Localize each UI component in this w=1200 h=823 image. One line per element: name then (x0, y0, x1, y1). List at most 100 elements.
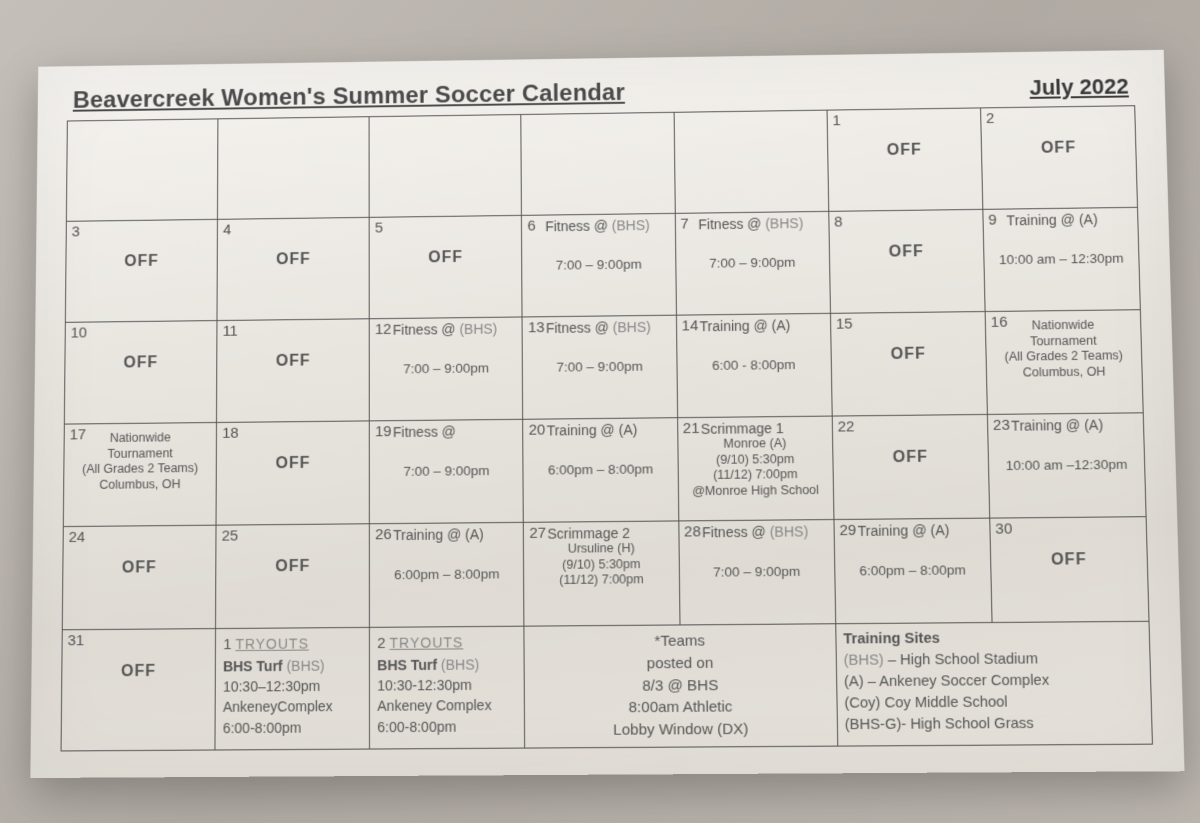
calendar-grid: 1OFF2OFF3OFF4OFF5OFF6Fitness @ (BHS)7:00… (61, 105, 1153, 751)
calendar-week-row: 3OFF4OFF5OFF6Fitness @ (BHS)7:00 – 9:00p… (65, 207, 1140, 322)
calendar-day-cell: 11OFF (217, 318, 370, 422)
off-label: OFF (222, 322, 364, 371)
footer-cell-teams-posted: *Teams posted on 8/3 @ BHS 8:00am Athlet… (524, 623, 837, 747)
event-site: (BHS) (609, 319, 651, 335)
day-number: 5 (375, 219, 383, 236)
day-number: 27 (529, 524, 546, 541)
off-label: OFF (70, 324, 211, 373)
event-line: Ursuline (H) (529, 540, 673, 557)
event-title: Training @ (A) (1011, 416, 1138, 433)
site-code: (BHS) (844, 652, 884, 669)
day-number: 11 (222, 322, 237, 339)
day-number: 30 (995, 520, 1012, 537)
calendar-day-cell: 25OFF (216, 523, 370, 628)
day-number: 15 (836, 315, 853, 332)
day-number: 14 (682, 317, 699, 334)
day-number: 28 (684, 523, 701, 540)
calendar-day-cell: 10OFF (64, 320, 217, 424)
event-time: 7:00 – 9:00pm (684, 539, 829, 580)
tryouts-label: TRYOUTS (389, 634, 463, 651)
teams-line: posted on (647, 654, 714, 672)
event-time: 6:00pm – 8:00pm (375, 542, 518, 582)
event-time: 6:00pm – 8:00pm (840, 537, 986, 578)
calendar-footer-row: 31 OFF 1 TRYOUTS BHS Turf (BHS) 10:30–12… (61, 621, 1152, 750)
calendar-day-cell: 22OFF (832, 414, 990, 519)
tryout-site-code: (BHS) (286, 657, 324, 673)
calendar-week-row: 17NationwideTournament(All Grades 2 Team… (63, 412, 1146, 526)
tryout-site: BHS Turf (377, 656, 437, 673)
day-number: 12 (375, 321, 392, 338)
teams-line: Lobby Window (DX) (613, 720, 748, 738)
calendar-title: Beavercreek Women's Summer Soccer Calend… (73, 79, 625, 114)
tryout-site-code: (BHS) (441, 656, 479, 672)
calendar-day-cell: 19Fitness @7:00 – 9:00pm (370, 419, 524, 523)
event-line: @Monroe High School (683, 482, 827, 499)
calendar-day-cell: 20Training @ (A)6:00pm – 8:00pm (523, 417, 678, 522)
calendar-day-cell: 3OFF (65, 219, 217, 322)
event-time: 10:00 am –12:30pm (993, 432, 1139, 473)
day-number: 6 (527, 217, 535, 234)
event-line: (11/12) 7:00pm (530, 572, 674, 589)
event-line: Nationwide (70, 426, 212, 447)
event-line: Columbus, OH (69, 476, 211, 493)
event-title: Fitness @ (393, 422, 518, 439)
event-site: (BHS) (608, 217, 650, 233)
day-number: 22 (837, 418, 854, 435)
calendar-day-cell (66, 118, 218, 220)
calendar-day-cell: 14Training @ (A)6:00 - 8:00pm (676, 313, 832, 417)
event-time: 7:00 – 9:00pm (528, 334, 671, 374)
event-line: Tournament (69, 445, 211, 462)
day-number: 8 (834, 213, 843, 230)
calendar-day-cell: 15OFF (830, 311, 987, 416)
calendar-day-cell: 12Fitness @ (BHS)7:00 – 9:00pm (369, 317, 523, 421)
site-line: (BHS-G)- High School Grass (845, 715, 1034, 733)
tryout-time: 10:30–12:30pm (223, 677, 320, 694)
day-number: 16 (991, 313, 1008, 330)
event-time: 10:00 am – 12:30pm (989, 226, 1134, 266)
event-line: Tournament (991, 332, 1136, 349)
off-label: OFF (221, 527, 364, 576)
event-title: Scrimmage 2 (547, 524, 673, 541)
event-time: 7:00 – 9:00pm (527, 232, 670, 272)
calendar-day-cell: 27Scrimmage 2Ursuline (H)(9/10) 5:30pm(1… (524, 521, 680, 626)
footer-cell-tryouts-2: 2 TRYOUTS BHS Turf (BHS) 10:30-12:30pm A… (370, 626, 525, 749)
event-line: (All Grades 2 Teams) (991, 348, 1136, 365)
event-title: Training @ (A) (700, 317, 825, 334)
calendar-day-cell: 29Training @ (A)6:00pm – 8:00pm (834, 518, 992, 624)
event-title: Training @ (A) (393, 526, 518, 543)
event-line: Columbus, OH (992, 364, 1137, 381)
day-number: 20 (529, 421, 546, 438)
photo-background: Beavercreek Women's Summer Soccer Calend… (0, 0, 1200, 823)
calendar-day-cell: 7Fitness @ (BHS)7:00 – 9:00pm (675, 211, 830, 315)
day-number: 17 (70, 426, 87, 443)
calendar-day-cell: 9Training @ (A)10:00 am – 12:30pm (983, 207, 1141, 311)
calendar-day-cell: 6Fitness @ (BHS)7:00 – 9:00pm (522, 213, 676, 317)
event-title: Training @ (A) (1006, 210, 1132, 227)
day-number: 24 (69, 528, 86, 545)
off-label: OFF (834, 213, 978, 262)
day-number: 29 (839, 521, 856, 538)
off-label: OFF (223, 220, 364, 269)
day-number: 1 (223, 636, 231, 653)
event-line: (All Grades 2 Teams) (69, 461, 211, 478)
calendar-week-row: 1OFF2OFF (66, 105, 1137, 221)
event-site: (BHS) (766, 523, 809, 540)
calendar-day-cell: 1OFF (827, 108, 983, 211)
day-number: 26 (375, 526, 392, 543)
teams-line: 8/3 @ BHS (642, 676, 718, 694)
off-label: OFF (832, 111, 976, 160)
calendar-day-cell: 21Scrimmage 1Monroe (A)(9/10) 5:30pm(11/… (677, 416, 833, 521)
site-desc: – High School Stadium (884, 651, 1039, 668)
event-title: Fitness @ (BHS) (393, 320, 517, 337)
day-number: 18 (222, 424, 239, 441)
calendar-day-cell: 24OFF (62, 525, 216, 630)
event-line: Monroe (A) (683, 435, 827, 452)
off-label: OFF (68, 528, 210, 577)
off-label: OFF (838, 418, 983, 468)
event-line: (9/10) 5:30pm (529, 556, 673, 573)
tryout-site-2: AnkeneyComplex (223, 698, 333, 715)
off-label: OFF (222, 424, 364, 473)
calendar-paper: Beavercreek Women's Summer Soccer Calend… (30, 49, 1184, 777)
day-number: 21 (683, 420, 700, 437)
tryouts-label: TRYOUTS (235, 635, 309, 652)
